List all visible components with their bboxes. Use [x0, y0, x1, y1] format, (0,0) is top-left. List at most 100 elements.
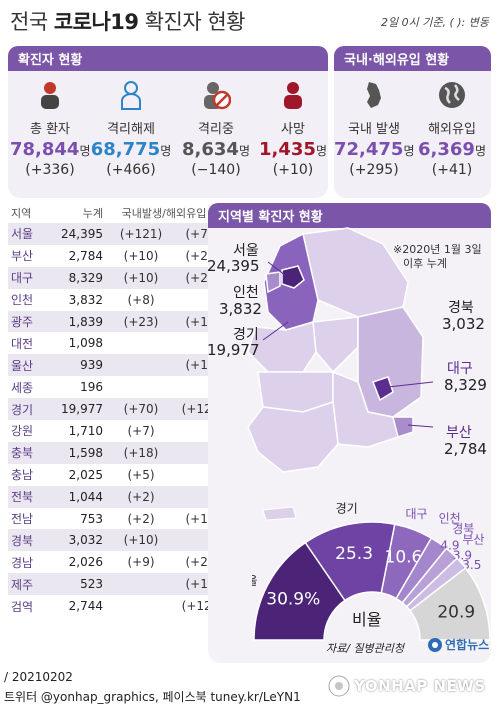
- table-row: 검역 2,744 (+12): [8, 595, 222, 617]
- page-title: 전국 코로나19 확진자 현황: [10, 6, 245, 36]
- map-value-incheon: 3,832: [219, 300, 262, 318]
- total-cell: 1,598: [50, 441, 106, 464]
- stat-label: 해외유입: [428, 122, 476, 137]
- region-cell: 경북: [8, 529, 50, 552]
- total-cell: 24,395: [50, 223, 106, 245]
- map-value-daegu: 8,329: [444, 376, 487, 394]
- total-cell: 1,839: [50, 310, 106, 333]
- domestic-cell: (+121): [106, 223, 176, 245]
- table-row: 서울 24,395 (+121) (+7): [8, 223, 222, 245]
- table-row: 대구 8,329 (+10) (+2): [8, 266, 222, 289]
- stat-value: 1,435명: [259, 139, 327, 160]
- leader-line-busan: [407, 424, 434, 428]
- region-cell: 대전: [11, 336, 34, 351]
- stat-released: 격리해제 68,775명 (+466): [90, 80, 172, 178]
- domestic-cell: (+10): [106, 266, 176, 289]
- person-outline-icon: [121, 81, 141, 110]
- table-row: 인천 3,832 (+8): [8, 289, 222, 311]
- stat-value: 6,369명: [418, 139, 486, 160]
- domestic-cell: (+10): [106, 529, 176, 552]
- map-note-line: 이후 누계: [403, 257, 447, 270]
- table-row: 충북 1,598 (+18): [8, 441, 222, 464]
- map-panel-heading: 지역별 확진자 현황: [208, 203, 491, 228]
- column-header: 지역: [11, 207, 32, 220]
- region-cell: 경남: [11, 555, 34, 570]
- isolated-person-icon: [204, 82, 232, 110]
- map-region-daegu: [372, 376, 394, 402]
- donut-slice-name: 부산: [462, 533, 484, 547]
- title-prefix: 전국: [10, 10, 54, 34]
- stat-change: (−140): [191, 162, 241, 178]
- brand-logo: 연합뉴스: [427, 636, 489, 653]
- overseas-cell: (+1): [185, 511, 213, 526]
- map-label-busan: 부산: [446, 425, 472, 441]
- stat-change: (+41): [431, 162, 473, 178]
- region-cell: 인천: [11, 293, 34, 308]
- publish-date: / 20210202: [4, 670, 73, 684]
- overseas-cell: (+2): [185, 555, 213, 570]
- total-cell: 3,032: [50, 529, 106, 552]
- map-region-jeonnam: [247, 400, 339, 473]
- title-suffix: 확진자 현황: [138, 10, 246, 34]
- region-table: 지역 누계 국내발생/해외유입 서울 24,395 (+121) (+7) 부산 2,78…: [8, 203, 222, 617]
- stat-label: 격리중: [198, 122, 234, 137]
- donut-slice-name: 서울: [252, 574, 258, 588]
- table-row: 경남 2,026 (+9) (+2): [8, 551, 222, 573]
- donut-value-label: 25.3: [335, 544, 373, 564]
- map-region-chungbuk: [312, 316, 359, 374]
- stat-label: 국내 발생: [348, 122, 400, 137]
- person-icon: [41, 82, 59, 109]
- column-header: 누계: [82, 207, 103, 220]
- watermark-logo-icon: [328, 675, 350, 697]
- region-cell: 세종: [11, 380, 34, 395]
- map-note: ※2020년 1월 3일 이후 누계: [393, 243, 482, 271]
- donut-value-label: 10.6: [385, 548, 423, 568]
- watermark: YONHAP NEWS: [328, 675, 486, 697]
- total-cell: 939: [50, 354, 106, 377]
- column-header: 해외유입: [165, 207, 207, 220]
- total-cell: 2,025: [68, 467, 103, 482]
- region-cell: 충남: [11, 468, 34, 483]
- total-cell: 1,098: [68, 336, 103, 351]
- map-value-seoul: 24,395: [207, 257, 260, 275]
- total-cell: 2,744: [68, 599, 103, 614]
- domestic-cell: (+10): [123, 248, 159, 263]
- region-cell: 검역: [11, 599, 34, 614]
- total-cell: 19,977: [50, 398, 106, 421]
- total-cell: 1,044: [50, 485, 106, 508]
- map-label-gyeonggi: 경기: [233, 327, 259, 343]
- total-cell: 753: [80, 511, 103, 526]
- brand-name: 연합뉴스: [445, 638, 490, 652]
- total-cell: 8,329: [50, 266, 106, 289]
- map-label-gyeongbuk: 경북: [448, 300, 474, 316]
- source-note: 자료/ 질병관리청: [326, 642, 405, 655]
- region-cell: 광주: [8, 310, 50, 333]
- map-value-gyeonggi: 19,977: [207, 341, 260, 359]
- yonhap-logo-icon: [428, 637, 442, 652]
- table-row: 광주 1,839 (+23) (+1): [8, 310, 222, 333]
- stat-deaths: 사망 1,435명 (+10): [258, 80, 328, 178]
- region-cell: 충북: [8, 441, 50, 464]
- table-row: 울산 939 (+1): [8, 354, 222, 377]
- overseas-cell: (+12): [181, 599, 217, 614]
- domestic-cell: [106, 573, 176, 596]
- table-row: 경기 19,977 (+70) (+12): [8, 398, 222, 421]
- region-cell: 전남: [11, 512, 34, 527]
- stat-total: 총 환자 78,844명 (+336): [10, 80, 91, 178]
- region-cell: 전북: [8, 485, 50, 508]
- stat-value: 68,775명: [90, 139, 172, 160]
- stat-change: (+10): [272, 162, 314, 178]
- map-region-chungnam: [247, 321, 317, 373]
- total-cell: 2,784: [68, 248, 103, 263]
- korea-map-icon: [367, 82, 381, 108]
- donut-slice-name: 경기: [336, 502, 358, 516]
- donut-slice-name: 대구: [405, 507, 427, 521]
- column-header: 국내발생: [121, 207, 163, 220]
- origin-panel: 국내·해외유입 현황: [334, 46, 491, 198]
- region-cell: 서울: [8, 223, 50, 245]
- region-cell: 경기: [8, 398, 50, 421]
- overseas-cell: (+2): [185, 248, 213, 263]
- stat-value: 8,634명: [182, 139, 250, 160]
- stat-overseas: 해외유입 6,369명 (+41): [414, 80, 490, 178]
- total-cell: 2,026: [68, 555, 103, 570]
